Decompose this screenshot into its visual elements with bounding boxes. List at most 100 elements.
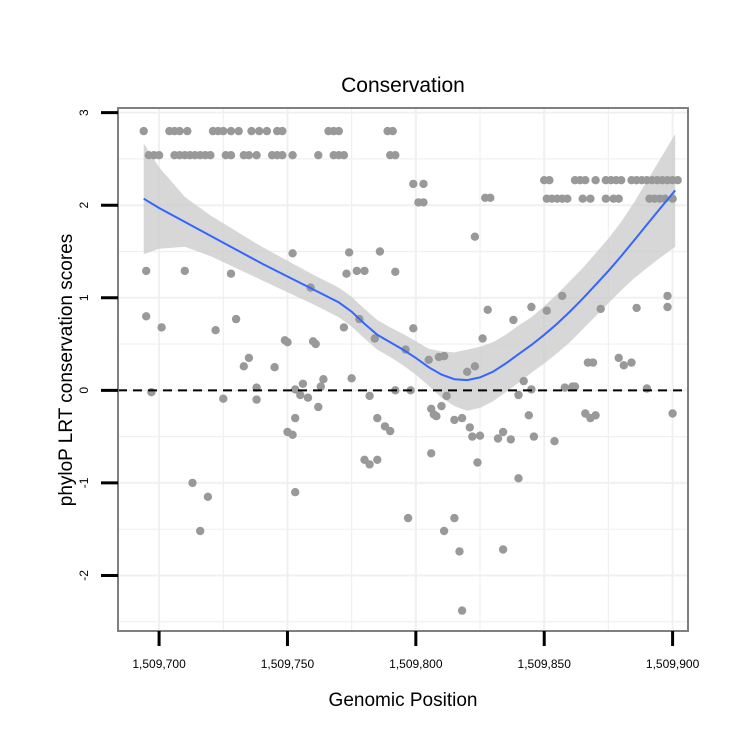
data-point (175, 126, 184, 136)
data-point (578, 194, 587, 203)
data-point (339, 151, 349, 160)
data-point (314, 402, 323, 412)
data-point (514, 390, 523, 400)
data-point (527, 302, 536, 312)
data-point (219, 394, 228, 403)
data-point (409, 324, 418, 333)
x-axis-label: Genomic Position (329, 690, 478, 711)
y-tick-label: 0 (77, 387, 91, 394)
data-point (601, 194, 610, 203)
data-point (288, 430, 297, 439)
data-point (157, 323, 166, 332)
data-point (419, 179, 428, 189)
data-point (291, 413, 300, 423)
loess-smooth-line (143, 189, 676, 382)
data-point (470, 232, 480, 241)
data-point (506, 435, 515, 444)
data-point (542, 306, 551, 315)
x-axis: 1,509,700 1,509,750 1,509,800 1,509,850 1,50… (132, 631, 700, 671)
x-tick-label: 1,509,900 (646, 657, 700, 671)
data-point (278, 151, 287, 160)
data-point (226, 126, 236, 136)
data-point (478, 334, 487, 343)
data-point (581, 176, 590, 185)
data-point (244, 353, 254, 363)
data-point (247, 126, 256, 136)
x-tick-label: 1,509,750 (261, 657, 315, 671)
data-point (642, 384, 652, 393)
plot-area (117, 107, 689, 632)
data-point (519, 376, 528, 386)
data-point (558, 291, 567, 301)
data-point (457, 413, 467, 423)
data-point (498, 545, 508, 554)
data-point (514, 474, 523, 483)
data-point (288, 151, 297, 160)
data-point (473, 458, 482, 467)
data-point (296, 390, 305, 400)
data-point (319, 375, 328, 384)
data-point (483, 305, 492, 314)
data-point (560, 383, 569, 392)
data-point (291, 385, 300, 394)
data-point (142, 312, 151, 321)
data-point (252, 395, 261, 404)
data-point (455, 547, 464, 556)
data-point (188, 478, 197, 488)
data-point (596, 304, 605, 314)
data-point (586, 194, 595, 203)
data-point (673, 176, 682, 185)
data-point (388, 126, 397, 136)
data-point (298, 379, 308, 388)
data-point (427, 449, 436, 458)
data-point (142, 266, 151, 276)
data-point (283, 338, 292, 347)
data-point (180, 266, 189, 276)
data-point (206, 151, 215, 160)
data-point (409, 179, 418, 189)
data-point (291, 488, 300, 497)
x-tick-label: 1,509,850 (518, 657, 572, 671)
data-point (563, 194, 572, 203)
data-point (432, 412, 441, 421)
data-point (668, 409, 677, 418)
data-point (278, 126, 287, 136)
data-point (311, 339, 320, 349)
data-point (365, 460, 374, 469)
data-point (391, 267, 400, 276)
data-point (591, 411, 600, 420)
data-point (498, 427, 508, 437)
data-point (463, 367, 472, 376)
data-point (437, 401, 446, 411)
x-tick-label: 1,509,800 (389, 657, 443, 671)
data-point (439, 526, 449, 536)
data-point (493, 434, 503, 443)
data-point (370, 334, 379, 343)
data-point (486, 193, 495, 202)
plot-border (117, 107, 689, 632)
plot-background (118, 108, 688, 631)
data-point (450, 415, 459, 425)
data-point (627, 358, 636, 367)
data-point (226, 151, 236, 160)
data-point (262, 126, 272, 136)
data-point (470, 362, 480, 371)
data-point (252, 151, 261, 160)
data-point (352, 266, 361, 276)
data-point (619, 361, 628, 370)
data-point (183, 126, 192, 136)
data-point (475, 431, 485, 440)
data-point (139, 126, 148, 136)
gridlines (118, 108, 688, 631)
data-point (439, 351, 449, 361)
data-point (468, 432, 477, 441)
data-point (591, 176, 600, 185)
data-point (509, 315, 518, 325)
data-point (373, 413, 382, 423)
data-point (211, 326, 220, 335)
data-point (347, 374, 356, 383)
y-tick-label: 3 (77, 109, 91, 116)
data-point (524, 411, 533, 420)
data-point (550, 437, 559, 446)
data-point (154, 151, 164, 160)
